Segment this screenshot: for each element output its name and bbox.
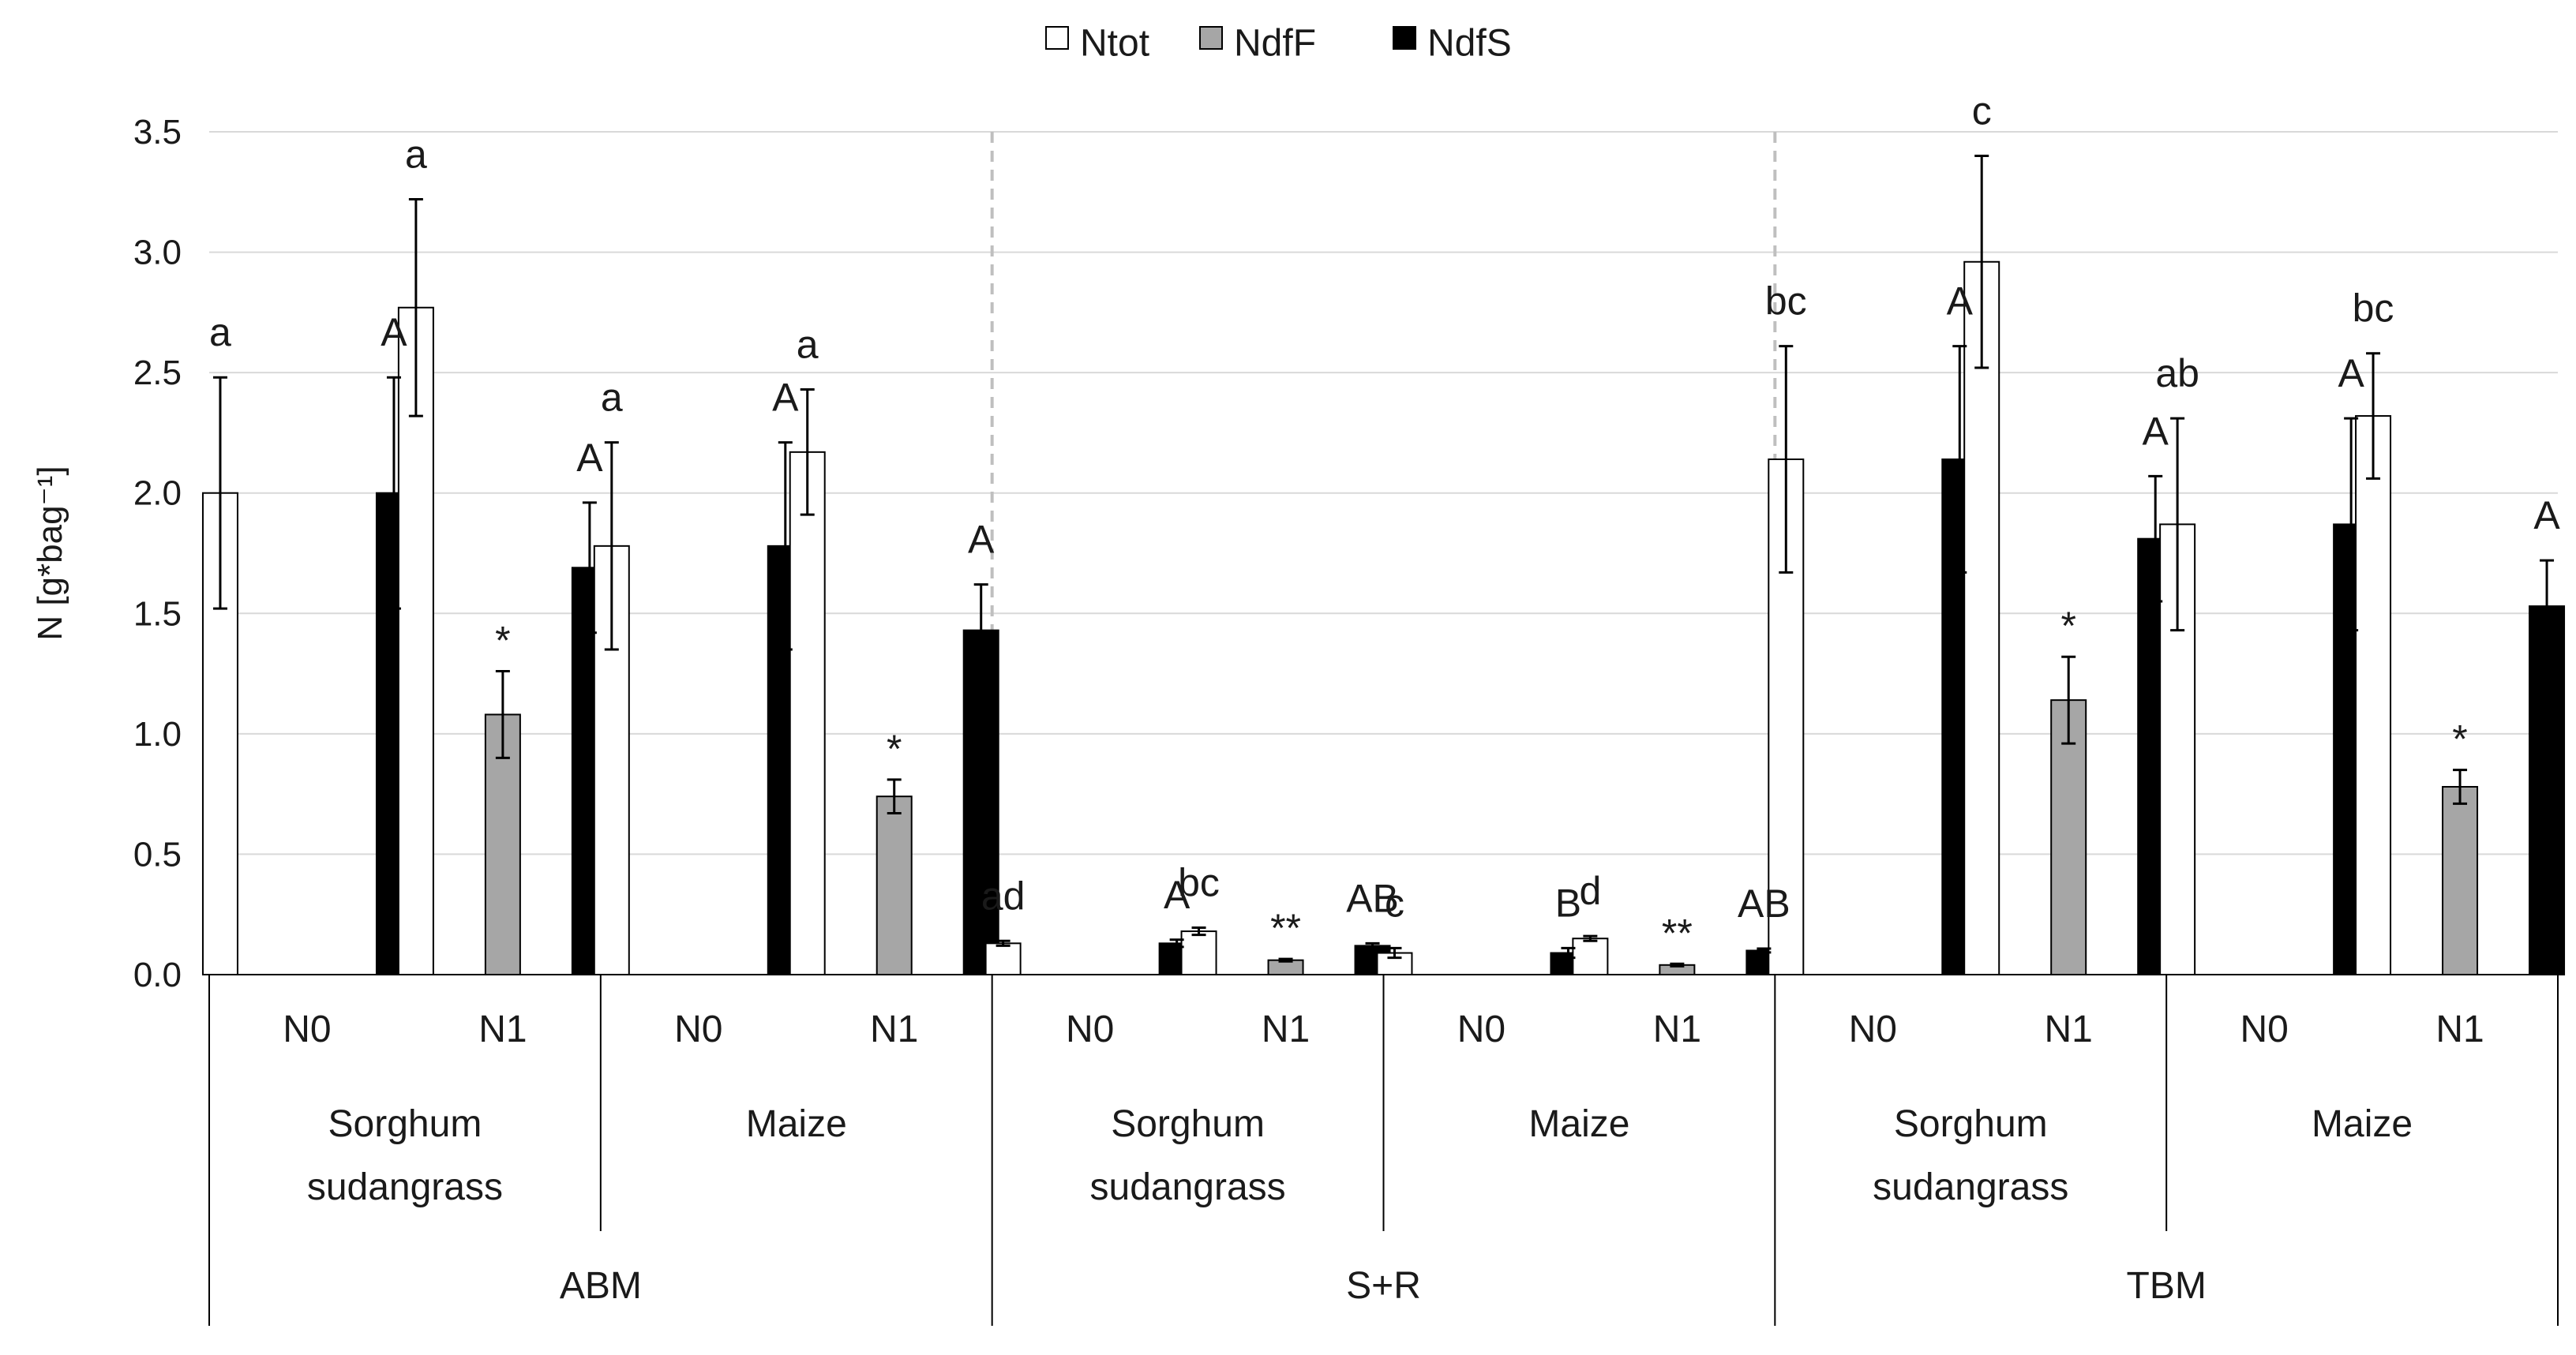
y-axis-label: N [g*bag⁻¹] bbox=[31, 466, 69, 640]
x-label-crop: Sorghum bbox=[328, 1103, 482, 1145]
bar-ntot bbox=[1963, 260, 2000, 975]
error-bars bbox=[212, 155, 2555, 968]
annotation-ndfs: A bbox=[2143, 409, 2169, 453]
annotation-ndff: * bbox=[2452, 717, 2467, 762]
annotation-ndfs: A bbox=[1164, 873, 1191, 917]
legend-swatch-ndfs bbox=[1393, 26, 1416, 50]
x-label-n-level: N1 bbox=[1653, 1009, 1701, 1050]
y-tick-label: 3.0 bbox=[133, 234, 182, 272]
y-tick-label: 0.5 bbox=[133, 835, 182, 874]
x-label-n-level: N1 bbox=[1262, 1009, 1310, 1050]
group-separators bbox=[990, 132, 1777, 975]
annotation-ndff: * bbox=[2060, 604, 2075, 648]
annotation-ndfs: A bbox=[772, 376, 799, 420]
annotation-ntot: c bbox=[1972, 89, 1992, 133]
y-tick-label: 1.0 bbox=[133, 715, 182, 754]
bar-ndff bbox=[2442, 785, 2479, 976]
annotation-ndfs: A bbox=[2338, 351, 2364, 395]
gridlines bbox=[209, 131, 2558, 855]
x-label-crop: Maize bbox=[1528, 1103, 1629, 1145]
x-axis-table: N0 N1 Sorghum sudangrass N0 N1 Maize ABM N0 N1 Sor… bbox=[208, 974, 2559, 1326]
x-label-n-level: N1 bbox=[2045, 1009, 2093, 1050]
x-label-n-level: N0 bbox=[1849, 1009, 1897, 1050]
annotation-ndfs: AB bbox=[1738, 881, 1790, 926]
x-label-crop: Maize bbox=[746, 1103, 847, 1145]
y-tick-label: 3.5 bbox=[133, 113, 182, 152]
annotation-ntot: a bbox=[405, 132, 427, 176]
legend-swatch-ntot bbox=[1045, 26, 1069, 50]
x-label-n-level: N0 bbox=[674, 1009, 722, 1050]
x-label-crop: Sorghum bbox=[1111, 1103, 1265, 1145]
x-label-crop: Sorghum bbox=[1894, 1103, 2048, 1145]
y-axis-ticks: 0.0 0.5 1.0 1.5 2.0 2.5 3.0 3.5 bbox=[133, 113, 182, 994]
annotation-ntot: d bbox=[1579, 869, 1601, 913]
x-label-crop: sudangrass bbox=[1873, 1166, 2068, 1208]
bars bbox=[201, 260, 2566, 976]
annotation-ndfs: AB bbox=[1346, 876, 1399, 920]
x-label-crop: sudangrass bbox=[1090, 1166, 1286, 1208]
y-tick-label: 2.5 bbox=[133, 354, 182, 392]
bar-ntot bbox=[1180, 930, 1217, 976]
annotation-ntot: ad bbox=[981, 874, 1026, 918]
annotation-ndfs: A bbox=[2533, 493, 2560, 537]
y-tick-label: 0.0 bbox=[133, 956, 182, 994]
bar-ntot bbox=[1572, 938, 1609, 975]
annotation-ntot: ab bbox=[2155, 351, 2199, 395]
annotation-ndff: * bbox=[887, 727, 902, 771]
x-label-n-level: N0 bbox=[2240, 1009, 2288, 1050]
bar-ntot bbox=[2355, 415, 2392, 975]
annotation-ndfs: A bbox=[968, 518, 995, 562]
bar-ntot bbox=[789, 451, 826, 975]
annotation-ndfs: B bbox=[1555, 881, 1581, 925]
annotation-ndfs: A bbox=[381, 310, 407, 354]
x-label-group: S+R bbox=[1346, 1265, 1421, 1307]
annotation-ntot: bc bbox=[1765, 279, 1807, 324]
annotation-ndfs: A bbox=[576, 436, 603, 480]
bar-ndfs bbox=[962, 629, 999, 975]
x-label-n-level: N1 bbox=[870, 1009, 918, 1050]
x-label-crop: Maize bbox=[2312, 1103, 2413, 1145]
annotation-ndff: ** bbox=[1662, 911, 1693, 955]
annotation-ntot: a bbox=[797, 323, 819, 367]
legend-label-ntot: Ntot bbox=[1080, 23, 1149, 65]
annotation-ntot: c bbox=[1385, 881, 1404, 925]
bar-ndff bbox=[876, 795, 913, 975]
annotation-ndff: ** bbox=[1270, 906, 1301, 950]
y-tick-label: 1.5 bbox=[133, 594, 182, 633]
bar-ntot bbox=[984, 942, 1022, 975]
x-label-n-level: N0 bbox=[283, 1009, 331, 1050]
x-label-n-level: N0 bbox=[1066, 1009, 1114, 1050]
x-label-group: TBM bbox=[2127, 1265, 2207, 1307]
legend: Ntot NdfF NdfS bbox=[1045, 23, 1512, 65]
x-label-crop: sudangrass bbox=[307, 1166, 503, 1208]
annotation-ntot: a bbox=[601, 376, 623, 420]
y-tick-label: 2.0 bbox=[133, 474, 182, 513]
x-label-n-level: N0 bbox=[1457, 1009, 1505, 1050]
x-label-n-level: N1 bbox=[478, 1009, 527, 1050]
bar-ndfs bbox=[2529, 605, 2566, 975]
legend-label-ndff: NdfF bbox=[1234, 23, 1316, 65]
x-label-n-level: N1 bbox=[2435, 1009, 2484, 1050]
annotation-ndff: * bbox=[495, 619, 510, 663]
legend-label-ndfs: NdfS bbox=[1427, 23, 1512, 65]
annotation-ntot: a bbox=[209, 310, 231, 354]
annotation-ntot: bc bbox=[2353, 286, 2394, 331]
legend-swatch-ndff bbox=[1199, 26, 1223, 50]
annotation-ndfs: A bbox=[1947, 279, 1974, 324]
x-label-group: ABM bbox=[560, 1265, 642, 1307]
annotation-ntot: bc bbox=[1178, 860, 1220, 904]
